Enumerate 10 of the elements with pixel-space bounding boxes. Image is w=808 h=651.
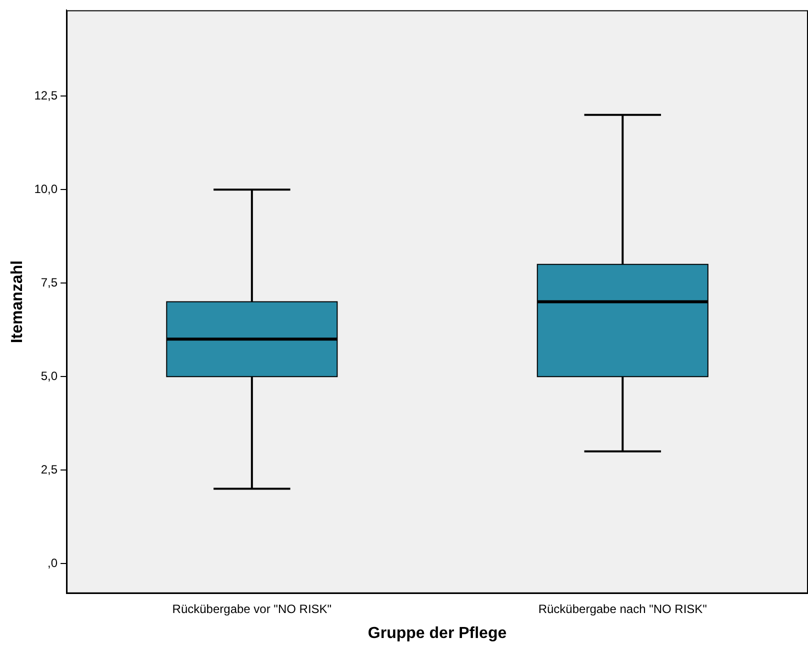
x-tick-label: Rückübergabe nach "NO RISK" bbox=[538, 602, 707, 616]
y-tick-label: 10,0 bbox=[34, 182, 58, 196]
y-tick-label: ,0 bbox=[48, 556, 58, 570]
y-tick-label: 7,5 bbox=[40, 275, 58, 290]
y-axis-title: Itemanzahl bbox=[9, 260, 26, 344]
y-tick-label: 12,5 bbox=[34, 88, 58, 102]
y-tick-label: 2,5 bbox=[40, 462, 58, 476]
y-tick-label: 5,0 bbox=[40, 368, 58, 383]
x-axis-title: Gruppe der Pflege bbox=[368, 624, 507, 642]
x-tick-label: Rückübergabe vor "NO RISK" bbox=[172, 602, 332, 616]
